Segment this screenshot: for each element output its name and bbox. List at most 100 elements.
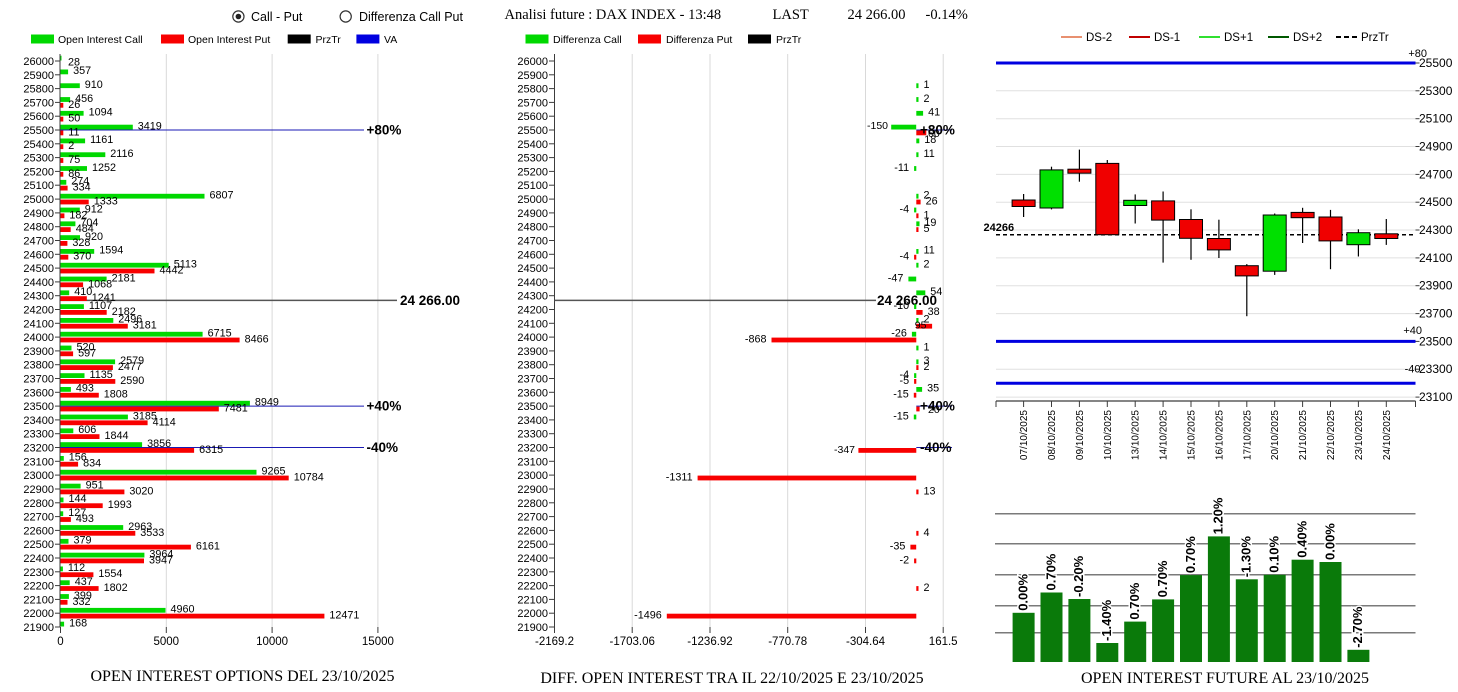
svg-text:25900: 25900	[517, 70, 548, 82]
svg-text:182: 182	[69, 209, 87, 221]
svg-text:-4: -4	[899, 203, 909, 215]
svg-text:2: 2	[68, 140, 74, 152]
svg-text:-868: -868	[745, 334, 767, 346]
svg-text:25200: 25200	[517, 166, 548, 178]
svg-text:0.70%: 0.70%	[1127, 582, 1142, 619]
svg-text:1808: 1808	[104, 389, 128, 401]
svg-text:13/10/2025: 13/10/2025	[1131, 410, 1142, 460]
svg-text:23500: 23500	[1419, 334, 1453, 348]
svg-text:520: 520	[77, 341, 95, 353]
svg-text:25900: 25900	[23, 70, 54, 82]
svg-text:1161: 1161	[90, 134, 113, 146]
svg-text:22700: 22700	[23, 512, 54, 524]
svg-text:Differenza Call: Differenza Call	[553, 34, 622, 46]
svg-text:23100: 23100	[1419, 390, 1453, 404]
svg-text:25500: 25500	[1419, 56, 1453, 70]
svg-text:PrzTr: PrzTr	[316, 34, 342, 46]
svg-text:24 266.00: 24 266.00	[400, 293, 460, 308]
svg-text:OPEN INTEREST OPTIONS DEL 23/1: OPEN INTEREST OPTIONS DEL 23/10/2025	[91, 668, 395, 685]
svg-text:332: 332	[73, 596, 91, 608]
svg-text:VA: VA	[384, 34, 397, 46]
svg-text:3020: 3020	[129, 485, 153, 497]
svg-text:168: 168	[69, 617, 87, 629]
svg-text:25800: 25800	[517, 84, 548, 96]
svg-text:3: 3	[924, 355, 930, 367]
svg-text:-40: -40	[1405, 363, 1421, 375]
svg-text:399: 399	[74, 590, 92, 602]
svg-text:Open Interest Put: Open Interest Put	[188, 34, 270, 46]
svg-text:23300: 23300	[517, 429, 548, 441]
svg-text:11: 11	[924, 148, 935, 160]
svg-text:274: 274	[71, 176, 89, 188]
svg-text:23900: 23900	[23, 346, 54, 358]
svg-text:23/10/2025: 23/10/2025	[1354, 410, 1365, 460]
svg-text:-770.78: -770.78	[768, 636, 807, 648]
svg-text:23900: 23900	[1419, 279, 1453, 293]
svg-text:25100: 25100	[23, 180, 54, 192]
svg-text:-1236.92: -1236.92	[687, 636, 732, 648]
svg-text:PrzTr: PrzTr	[776, 34, 802, 46]
svg-text:1.20%: 1.20%	[1211, 497, 1226, 534]
svg-text:25400: 25400	[23, 139, 54, 151]
svg-text:+40%: +40%	[920, 399, 955, 414]
svg-text:2: 2	[924, 582, 930, 594]
svg-text:24600: 24600	[23, 249, 54, 261]
svg-text:0.00%: 0.00%	[1015, 573, 1030, 610]
svg-text:24000: 24000	[517, 332, 548, 344]
svg-text:24700: 24700	[517, 236, 548, 248]
svg-text:0.40%: 0.40%	[1294, 520, 1309, 557]
svg-text:23500: 23500	[517, 401, 548, 413]
svg-text:0: 0	[57, 636, 63, 648]
svg-text:24300: 24300	[23, 291, 54, 303]
svg-text:24800: 24800	[23, 222, 54, 234]
svg-text:DIFF. OPEN INTEREST TRA IL 22/: DIFF. OPEN INTEREST TRA IL 22/10/2025 E …	[540, 670, 923, 687]
svg-text:-1.40%: -1.40%	[1099, 599, 1114, 641]
svg-text:2: 2	[924, 190, 930, 202]
svg-text:22900: 22900	[23, 484, 54, 496]
svg-text:22900: 22900	[517, 484, 548, 496]
svg-text:379: 379	[74, 535, 92, 547]
svg-text:15000: 15000	[362, 636, 394, 648]
svg-text:22800: 22800	[23, 498, 54, 510]
svg-text:-150: -150	[867, 120, 888, 132]
svg-text:0.10%: 0.10%	[1267, 535, 1282, 572]
svg-text:38: 38	[928, 306, 940, 318]
svg-text:370: 370	[73, 251, 91, 263]
svg-text:1252: 1252	[92, 162, 116, 174]
svg-text:112: 112	[68, 562, 85, 574]
svg-text:Analisi future : DAX INDEX - 1: Analisi future : DAX INDEX - 13:48	[505, 7, 722, 23]
svg-text:410: 410	[74, 286, 92, 298]
svg-text:5: 5	[924, 223, 930, 235]
svg-text:1: 1	[924, 79, 930, 91]
svg-text:1: 1	[924, 209, 930, 221]
svg-text:1107: 1107	[89, 300, 112, 312]
svg-text:0.00%: 0.00%	[1322, 523, 1337, 560]
svg-text:23100: 23100	[517, 456, 548, 468]
svg-text:23200: 23200	[23, 443, 54, 455]
svg-text:7481: 7481	[224, 403, 248, 415]
svg-text:606: 606	[78, 424, 96, 436]
svg-text:24500: 24500	[517, 263, 548, 275]
svg-text:8466: 8466	[245, 334, 269, 346]
svg-text:25100: 25100	[517, 180, 548, 192]
svg-text:25300: 25300	[1419, 84, 1453, 98]
svg-text:24500: 24500	[23, 263, 54, 275]
svg-text:22/10/2025: 22/10/2025	[1326, 410, 1337, 460]
svg-text:4442: 4442	[160, 265, 184, 277]
svg-text:21900: 21900	[23, 622, 54, 634]
svg-text:-35: -35	[890, 541, 906, 553]
svg-text:910: 910	[85, 79, 103, 91]
svg-text:54: 54	[930, 286, 942, 298]
svg-text:-47: -47	[888, 272, 904, 284]
svg-text:-15: -15	[893, 389, 909, 401]
svg-text:5000: 5000	[154, 636, 180, 648]
svg-text:24900: 24900	[23, 208, 54, 220]
svg-text:24900: 24900	[1419, 140, 1453, 154]
svg-text:+40%: +40%	[367, 399, 402, 414]
svg-text:12471: 12471	[329, 610, 359, 622]
svg-text:25000: 25000	[517, 194, 548, 206]
svg-text:-1311: -1311	[666, 472, 693, 484]
svg-text:25000: 25000	[23, 194, 54, 206]
svg-text:-10: -10	[893, 300, 909, 312]
svg-text:22600: 22600	[23, 525, 54, 537]
